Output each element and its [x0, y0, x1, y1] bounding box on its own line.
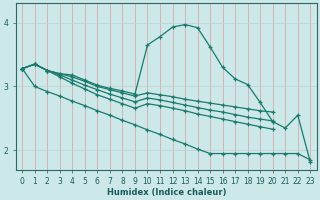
X-axis label: Humidex (Indice chaleur): Humidex (Indice chaleur) — [107, 188, 226, 197]
